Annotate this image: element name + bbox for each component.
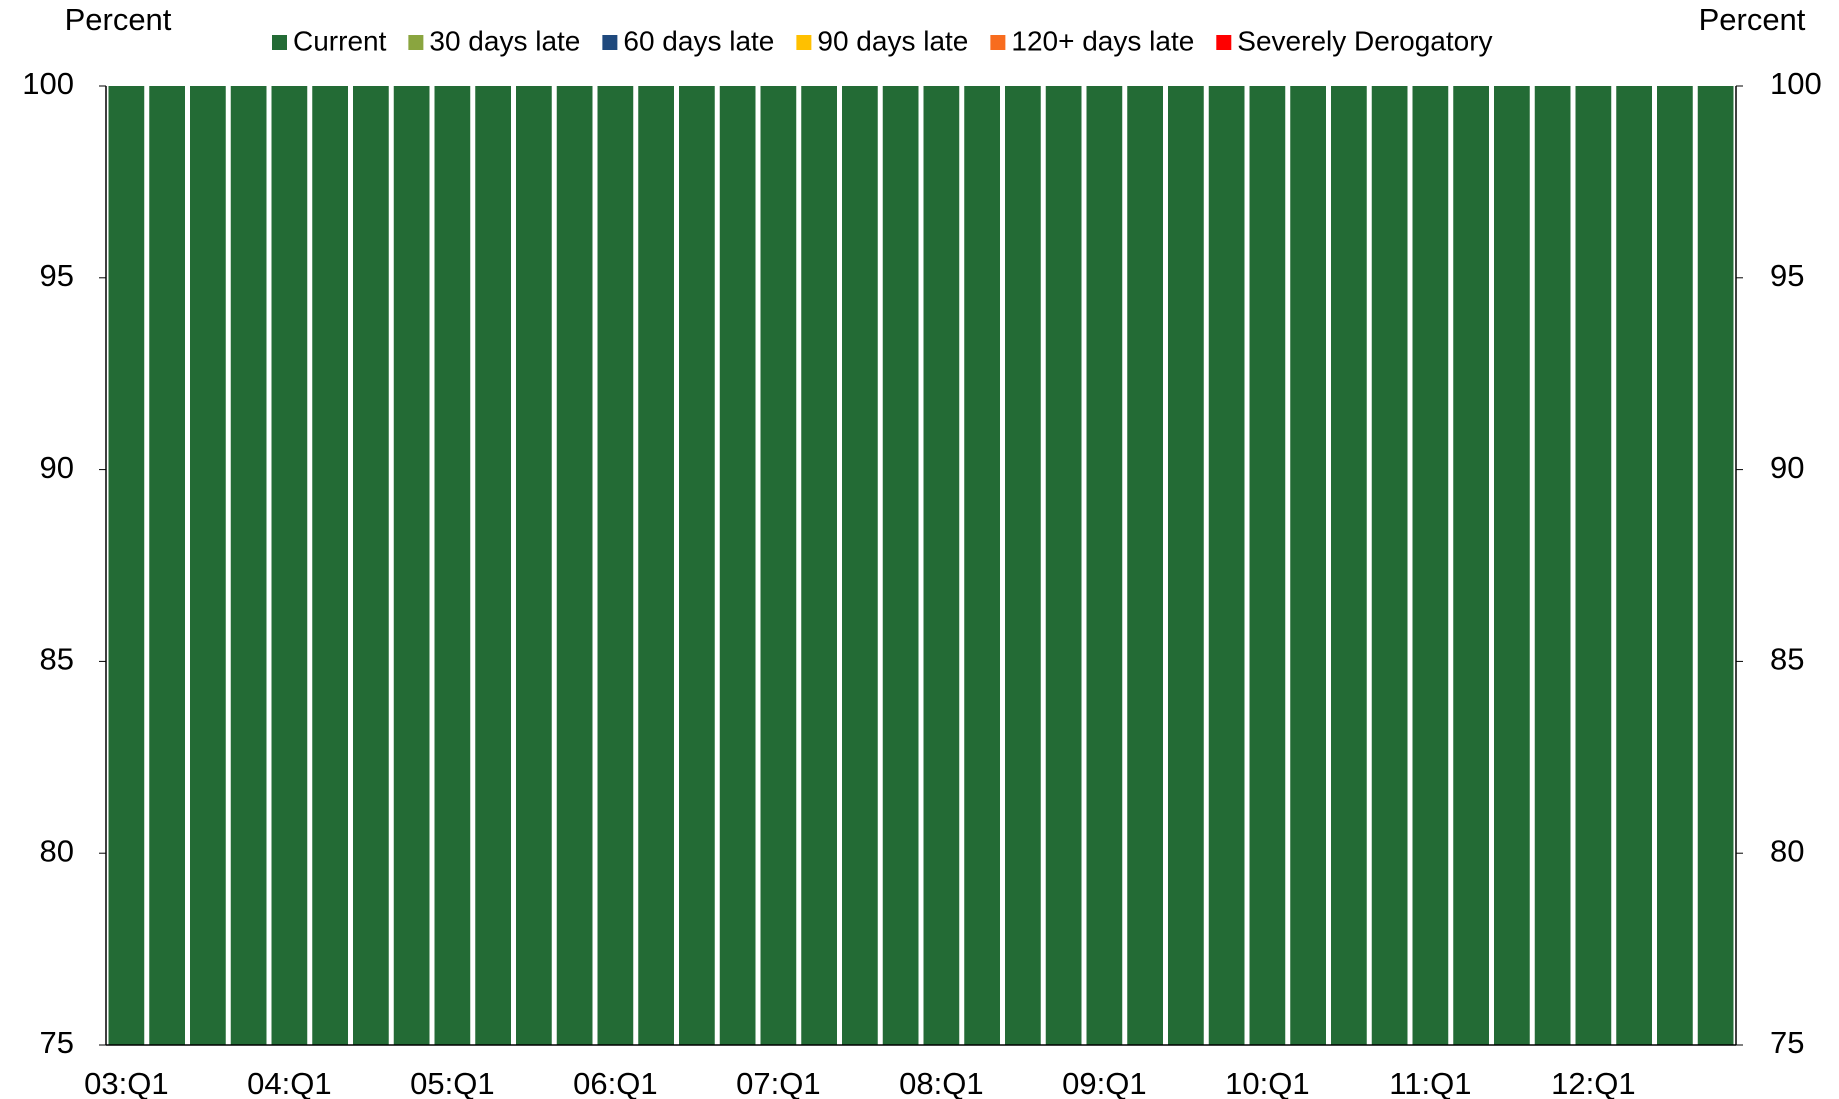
x-tick-label: 09:Q1 bbox=[1062, 1066, 1146, 1099]
bar-segment bbox=[1371, 86, 1408, 1045]
legend-swatch bbox=[990, 35, 1006, 50]
x-tick-label: 10:Q1 bbox=[1225, 1066, 1309, 1099]
bar-segment bbox=[434, 86, 471, 1045]
bar-segment bbox=[312, 86, 348, 1045]
bar-segment bbox=[1168, 86, 1204, 1045]
bar-segment bbox=[1575, 86, 1612, 1045]
legend-label: 90 days late bbox=[817, 25, 968, 56]
legend-label: 30 days late bbox=[429, 25, 580, 56]
y-tick-label: 90 bbox=[40, 450, 74, 485]
legend-label: Severely Derogatory bbox=[1237, 25, 1492, 56]
y2-tick-label: 85 bbox=[1770, 642, 1804, 677]
legend-label: 60 days late bbox=[623, 25, 774, 56]
bar-segment bbox=[1249, 86, 1286, 1045]
y2-tick-label: 95 bbox=[1770, 258, 1804, 293]
x-tick-label: 06:Q1 bbox=[573, 1066, 657, 1099]
bar-segment bbox=[1412, 86, 1449, 1045]
y2-tick-label: 75 bbox=[1770, 1025, 1804, 1060]
bar-segment bbox=[760, 86, 797, 1045]
bar-segment bbox=[1616, 86, 1652, 1045]
bar-segment bbox=[149, 86, 185, 1045]
bar-segment bbox=[1657, 86, 1693, 1045]
x-tick-label: 04:Q1 bbox=[247, 1066, 331, 1099]
bar-segment bbox=[516, 86, 552, 1045]
y2-axis-title: Percent bbox=[1699, 2, 1806, 37]
x-tick-label: 03:Q1 bbox=[84, 1066, 168, 1099]
bar-segment bbox=[1208, 86, 1245, 1045]
bar-segment bbox=[1453, 86, 1489, 1045]
bar-segment bbox=[393, 86, 430, 1045]
bar-segment bbox=[842, 86, 878, 1045]
x-tick-label: 05:Q1 bbox=[410, 1066, 494, 1099]
bar-segment bbox=[108, 86, 145, 1045]
legend-swatch bbox=[1216, 35, 1232, 50]
bar-segment bbox=[353, 86, 389, 1045]
bar-segment bbox=[679, 86, 715, 1045]
x-tick-label: 07:Q1 bbox=[736, 1066, 820, 1099]
bar-segment bbox=[1494, 86, 1530, 1045]
bar-segment bbox=[1534, 86, 1571, 1045]
bar-segment bbox=[1331, 86, 1367, 1045]
x-tick-label: 08:Q1 bbox=[899, 1066, 983, 1099]
legend-swatch bbox=[272, 35, 287, 50]
legend-swatch bbox=[408, 35, 424, 50]
bar-segment bbox=[190, 86, 226, 1045]
bar-segment bbox=[475, 86, 511, 1045]
x-tick-label: 11:Q1 bbox=[1389, 1066, 1471, 1099]
y-tick-label: 100 bbox=[22, 66, 74, 101]
x-tick-label: 12:Q1 bbox=[1551, 1066, 1635, 1099]
legend-label: Current bbox=[293, 25, 387, 56]
bar-segment bbox=[882, 86, 919, 1045]
bar-segment bbox=[271, 86, 308, 1045]
legend-label: 120+ days late bbox=[1011, 25, 1194, 56]
bar-segment bbox=[801, 86, 837, 1045]
y-tick-label: 80 bbox=[40, 833, 74, 868]
y2-tick-label: 90 bbox=[1770, 450, 1804, 485]
bar-segment bbox=[1045, 86, 1082, 1045]
bar-segment bbox=[556, 86, 593, 1045]
bar-segment bbox=[719, 86, 756, 1045]
y-tick-label: 75 bbox=[40, 1025, 74, 1060]
y2-tick-label: 80 bbox=[1770, 833, 1804, 868]
legend-swatch bbox=[796, 35, 812, 50]
y-tick-label: 95 bbox=[40, 258, 74, 293]
bar-segment bbox=[964, 86, 1000, 1045]
y2-tick-label: 100 bbox=[1770, 66, 1822, 101]
bar-segment bbox=[1127, 86, 1163, 1045]
legend-swatch bbox=[602, 35, 618, 50]
y-tick-label: 85 bbox=[40, 642, 74, 677]
bar-segment bbox=[638, 86, 674, 1045]
bar-segment bbox=[923, 86, 960, 1045]
bar-segment bbox=[597, 86, 634, 1045]
bar-segment bbox=[1290, 86, 1326, 1045]
bar-segment bbox=[230, 86, 267, 1045]
bar-segment bbox=[1086, 86, 1123, 1045]
bar-segment bbox=[1697, 86, 1734, 1045]
y-axis-title: Percent bbox=[65, 2, 172, 37]
bar-segment bbox=[1005, 86, 1041, 1045]
